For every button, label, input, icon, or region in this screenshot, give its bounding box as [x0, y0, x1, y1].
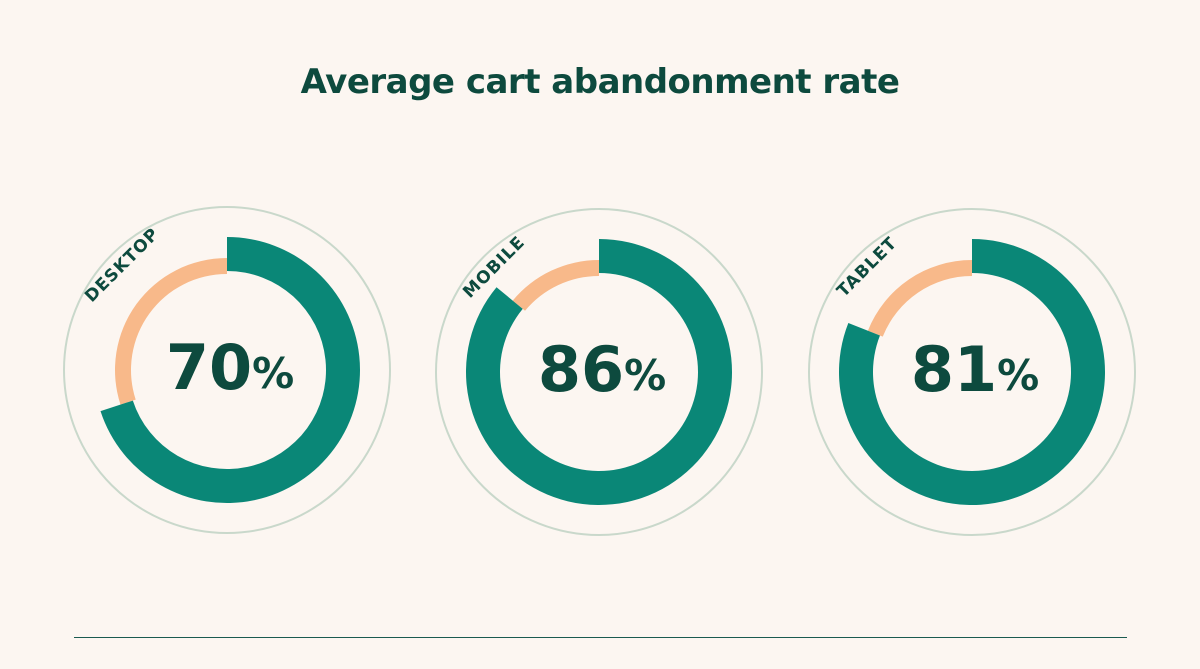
- value-label-tablet: 81%: [911, 333, 1039, 406]
- remainder-arc-mobile: [512, 260, 599, 311]
- donut-outline-mobile: [435, 208, 763, 536]
- value-label-desktop: 70%: [166, 331, 294, 404]
- remainder-arc-desktop: [114, 258, 227, 405]
- value-label-mobile: 86%: [538, 333, 666, 406]
- donut-outline-desktop: [63, 206, 391, 534]
- chart-title: Average cart abandonment rate: [300, 62, 900, 102]
- remainder-arc-tablet: [867, 260, 972, 337]
- category-label-tablet: TABLET: [833, 233, 901, 301]
- footer-divider: [74, 637, 1127, 638]
- donut-outline-tablet: [808, 208, 1136, 536]
